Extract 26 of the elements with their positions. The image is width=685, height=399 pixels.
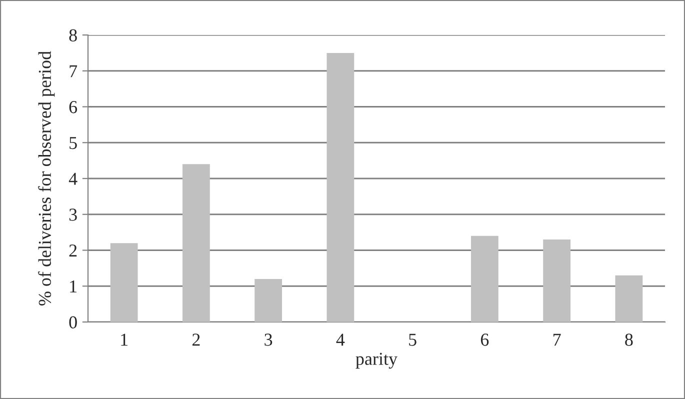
bar [543, 239, 571, 322]
x-tick-label: 3 [264, 334, 272, 346]
y-axis-title: % of deliveries for observed period [38, 51, 55, 306]
bar [254, 278, 282, 322]
x-tick-label: 1 [121, 334, 128, 346]
y-tick-label: 7 [70, 65, 78, 78]
x-tick-label: 7 [553, 334, 561, 346]
y-tick-label: 6 [69, 101, 78, 114]
x-tick-label: 2 [192, 334, 200, 346]
x-tick-label: 4 [336, 334, 345, 346]
x-tick-label: 6 [480, 334, 489, 346]
x-tick-label: 5 [409, 334, 416, 346]
y-tick-label: 5 [70, 137, 77, 150]
bar [615, 275, 643, 322]
bar [470, 236, 498, 322]
bar [110, 243, 138, 322]
y-tick-label: 4 [68, 172, 78, 185]
y-tick-label: 8 [69, 29, 77, 42]
y-tick-label: 0 [69, 316, 77, 328]
y-tick-label: 1 [70, 280, 76, 292]
bar [326, 52, 354, 322]
y-tick-label: 2 [69, 244, 77, 257]
x-tick-label: 8 [625, 334, 633, 346]
x-axis-title: parity [356, 352, 398, 369]
y-tick-label: 3 [69, 208, 77, 221]
bar [182, 164, 210, 322]
